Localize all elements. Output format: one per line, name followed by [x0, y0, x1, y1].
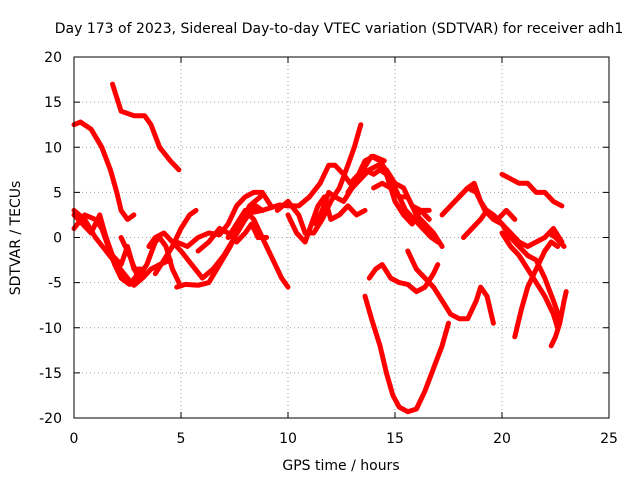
- series-track-26: [499, 171, 565, 209]
- series-track-18: [360, 153, 441, 245]
- x-tick-label: 10: [279, 431, 297, 447]
- data-series: [71, 81, 569, 415]
- series-track-28: [512, 239, 561, 340]
- y-tick-label: 20: [44, 50, 62, 66]
- y-tick-label: -5: [48, 276, 62, 292]
- y-tick-label: -20: [39, 411, 62, 427]
- x-tick-label: 25: [600, 431, 618, 447]
- y-tick-label: 5: [53, 185, 62, 201]
- series-track-10: [195, 221, 270, 254]
- series-track-01: [71, 119, 137, 222]
- y-tick-label: 0: [53, 231, 62, 247]
- series-track-29: [548, 289, 569, 349]
- series-track-25: [456, 185, 565, 249]
- axis-ticks: 0 5 10 15 20 25 -20 -15 -10 -5 0 5 10 15 20: [39, 50, 618, 447]
- series-track-15: [274, 122, 364, 236]
- x-tick-label: 15: [386, 431, 404, 447]
- y-tick-label: 15: [44, 95, 62, 111]
- series-track-19: [371, 180, 445, 249]
- chart-title: Day 173 of 2023, Sidereal Day-to-day VTE…: [55, 21, 623, 37]
- y-axis-label: SDTVAR / TECUs: [8, 181, 24, 296]
- x-tick-label: 20: [493, 431, 511, 447]
- x-tick-label: 0: [70, 431, 79, 447]
- series-track-02: [110, 81, 182, 173]
- y-tick-label: -15: [39, 366, 62, 382]
- series-track-08: [152, 207, 199, 277]
- series-track-22: [405, 248, 496, 326]
- series-track-30: [546, 230, 567, 249]
- series-track-11: [174, 189, 274, 249]
- x-axis-label: GPS time / hours: [282, 458, 399, 474]
- series-track-20: [362, 293, 451, 415]
- series-track-06: [118, 235, 182, 286]
- series-track-24: [461, 207, 563, 322]
- series-track-12: [225, 207, 291, 290]
- y-tick-label: -10: [39, 321, 62, 337]
- y-tick-label: 10: [44, 140, 62, 156]
- x-tick-label: 5: [177, 431, 186, 447]
- series-track-14: [285, 194, 368, 245]
